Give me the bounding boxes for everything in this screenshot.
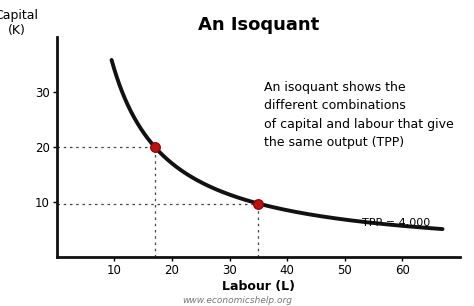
Title: An Isoquant: An Isoquant (198, 16, 319, 34)
Text: An isoquant shows the
different combinations
of capital and labour that give
the: An isoquant shows the different combinat… (264, 81, 454, 149)
Y-axis label: Capital
(K): Capital (K) (0, 9, 38, 37)
Text: www.economicshelp.org: www.economicshelp.org (182, 296, 292, 305)
Text: TPP = 4,000: TPP = 4,000 (362, 218, 430, 228)
X-axis label: Labour (L): Labour (L) (222, 280, 295, 293)
